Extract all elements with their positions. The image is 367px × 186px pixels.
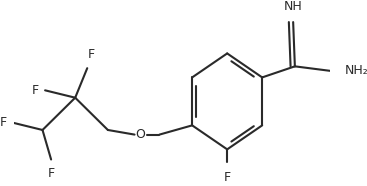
- Text: NH: NH: [284, 0, 302, 13]
- Text: F: F: [32, 84, 39, 97]
- Text: F: F: [48, 167, 55, 180]
- Text: F: F: [88, 48, 95, 61]
- Text: F: F: [224, 171, 231, 184]
- Text: F: F: [0, 116, 6, 129]
- Text: O: O: [136, 128, 145, 141]
- Text: NH₂: NH₂: [345, 65, 367, 77]
